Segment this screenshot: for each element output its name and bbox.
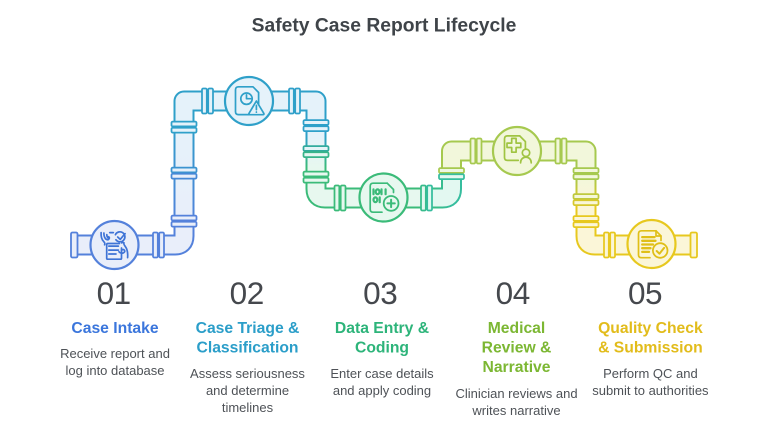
svg-text:Classification: Classification [197,340,299,357]
svg-text:log into database: log into database [65,363,164,378]
svg-text:& Submission: & Submission [598,340,703,357]
svg-text:Medical: Medical [488,320,546,337]
svg-text:Quality Check: Quality Check [598,320,703,337]
svg-text:02: 02 [230,275,264,311]
svg-text:03: 03 [363,275,397,311]
svg-text:Case Triage &: Case Triage & [196,320,300,337]
svg-text:submit to authorities: submit to authorities [592,383,709,398]
svg-text:Coding: Coding [355,340,409,357]
svg-text:writes narrative: writes narrative [471,403,560,418]
svg-text:timelines: timelines [222,400,274,415]
svg-text:Narrative: Narrative [482,359,550,376]
svg-text:Safety Case Report Lifecycle: Safety Case Report Lifecycle [252,16,517,37]
svg-text:04: 04 [496,275,530,311]
svg-text:and apply coding: and apply coding [333,383,431,398]
svg-text:01: 01 [97,275,131,311]
svg-text:05: 05 [628,275,662,311]
svg-text:Case Intake: Case Intake [71,320,158,337]
svg-text:Receive report and: Receive report and [60,346,170,361]
svg-text:and determine: and determine [206,383,289,398]
svg-text:Assess seriousness: Assess seriousness [190,366,305,381]
svg-text:Clinician reviews and: Clinician reviews and [455,386,577,401]
svg-text:Data Entry &: Data Entry & [335,320,429,337]
svg-text:Enter case details: Enter case details [330,366,434,381]
svg-text:Perform QC and: Perform QC and [603,366,698,381]
svg-text:Review &: Review & [482,340,552,357]
